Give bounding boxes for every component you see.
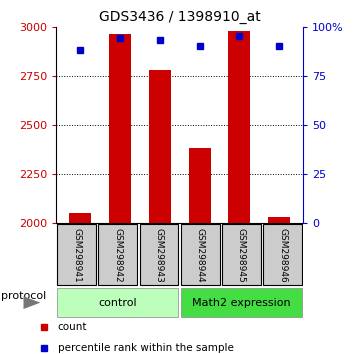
Text: control: control (99, 298, 137, 308)
FancyBboxPatch shape (99, 224, 137, 285)
Bar (149, 70, 171, 223)
FancyBboxPatch shape (57, 224, 96, 285)
Title: GDS3436 / 1398910_at: GDS3436 / 1398910_at (99, 10, 261, 24)
Text: GSM298942: GSM298942 (113, 228, 122, 282)
Text: protocol: protocol (1, 291, 46, 301)
Text: GSM298945: GSM298945 (237, 228, 246, 282)
FancyBboxPatch shape (222, 224, 261, 285)
Text: GSM298943: GSM298943 (155, 228, 164, 282)
Bar (229, 32, 251, 223)
Bar (69, 213, 91, 223)
Polygon shape (23, 296, 40, 309)
Text: count: count (58, 322, 87, 332)
FancyBboxPatch shape (181, 288, 302, 317)
Text: Math2 expression: Math2 expression (192, 298, 291, 308)
Bar (188, 148, 210, 223)
Text: GSM298941: GSM298941 (72, 228, 81, 282)
FancyBboxPatch shape (57, 288, 178, 317)
FancyBboxPatch shape (140, 224, 178, 285)
Text: GSM298946: GSM298946 (278, 228, 287, 282)
Text: percentile rank within the sample: percentile rank within the sample (58, 343, 234, 353)
FancyBboxPatch shape (181, 224, 219, 285)
Bar (109, 34, 131, 223)
Bar (268, 217, 290, 223)
Text: GSM298944: GSM298944 (196, 228, 205, 282)
FancyBboxPatch shape (263, 224, 302, 285)
